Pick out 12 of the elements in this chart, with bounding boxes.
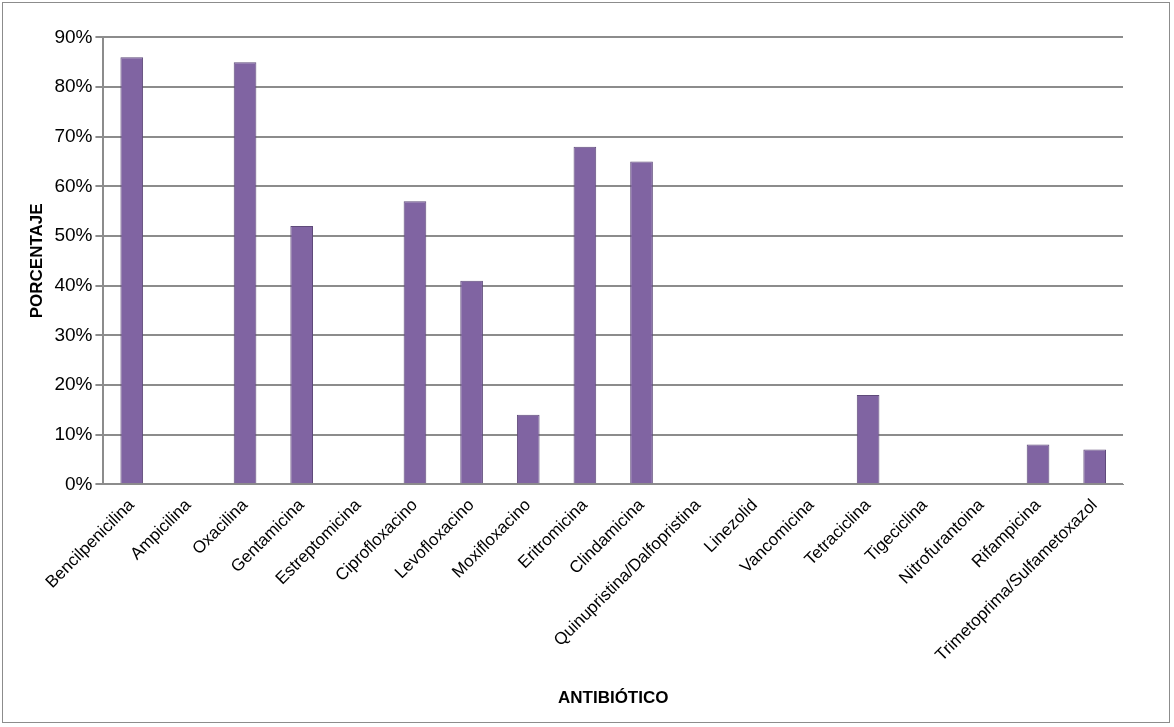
y-tick-label: 80%: [54, 75, 93, 97]
y-tick-label: 50%: [54, 224, 93, 246]
y-tick-label: 60%: [54, 174, 93, 196]
y-tick-label: 20%: [54, 373, 93, 395]
y-tick-label: 90%: [54, 25, 93, 47]
y-axis-title: PORCENTAJE: [26, 203, 46, 319]
y-tick-label: 70%: [54, 124, 93, 146]
y-tick-label: 0%: [64, 472, 93, 494]
y-tick-label: 40%: [54, 273, 93, 295]
y-tick-label: 10%: [54, 422, 93, 444]
y-tick-label: 30%: [54, 323, 93, 345]
x-axis-title: ANTIBIÓTICO: [557, 688, 669, 708]
